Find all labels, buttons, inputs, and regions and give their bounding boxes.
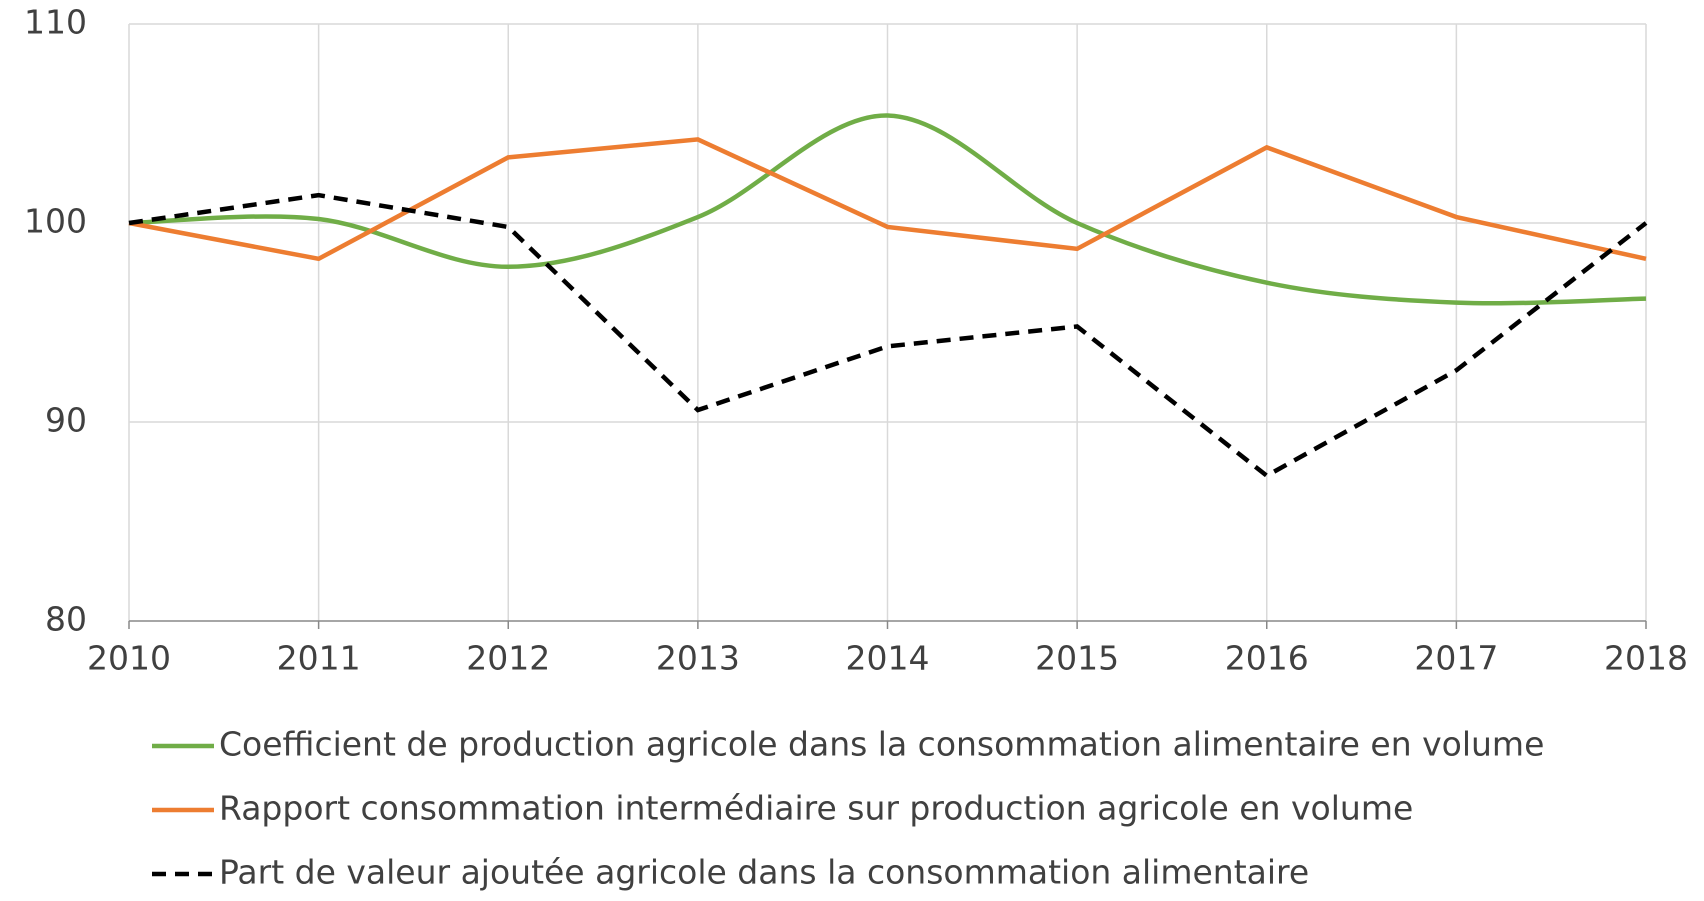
y-tick-label: 90 [45,401,87,440]
line-series [128,113,1647,306]
x-tick-label: 2016 [1225,639,1309,678]
x-tick-label: 2011 [277,639,361,678]
legend-label: Part de valeur ajoutée agricole dans la … [219,853,1309,892]
y-tick-label: 100 [24,202,87,241]
x-tick-label: 2012 [466,639,550,678]
x-tick-label: 2010 [87,639,171,678]
x-tick-label: 2013 [656,639,740,678]
line-series [128,137,1647,262]
y-tick-label: 80 [45,600,87,639]
y-tick-label: 110 [24,3,87,42]
x-tick-label: 2018 [1604,639,1688,678]
x-tick-label: 2017 [1414,639,1498,678]
legend-label: Rapport consommation intermédiaire sur p… [219,789,1413,828]
x-tick-label: 2014 [846,639,930,678]
legend-label: Coefficient de production agricole dans … [219,725,1544,764]
line-series [128,192,1648,479]
x-tick-label: 2015 [1035,639,1119,678]
